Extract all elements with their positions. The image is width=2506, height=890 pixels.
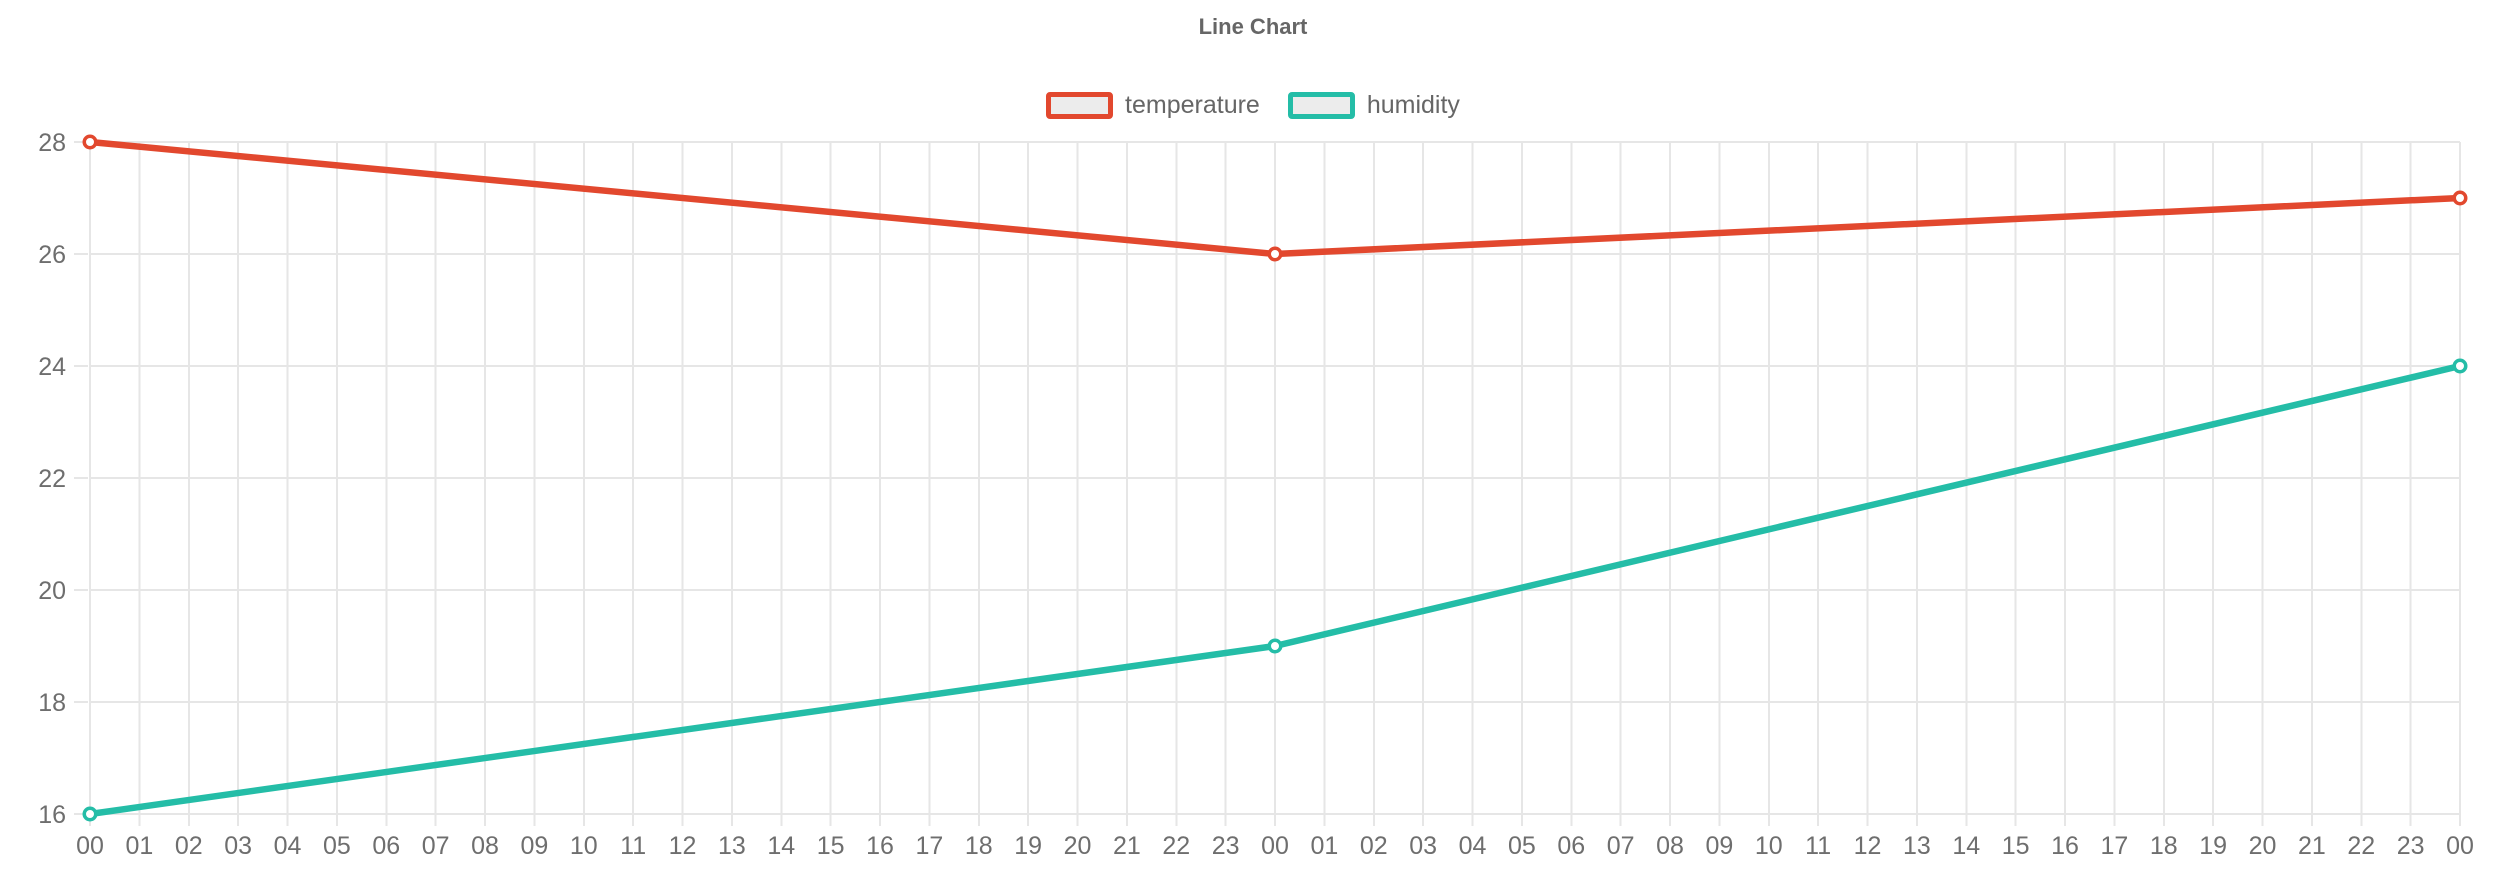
x-axis-label: 14 <box>767 832 795 860</box>
x-axis-label: 12 <box>1854 832 1882 860</box>
x-axis-label: 05 <box>323 832 351 860</box>
y-axis-label: 16 <box>38 801 66 829</box>
x-axis-label: 18 <box>2150 832 2178 860</box>
y-axis-label: 26 <box>38 241 66 269</box>
legend-swatch-humidity <box>1287 91 1355 119</box>
x-axis-label: 01 <box>125 832 153 860</box>
x-axis-label: 13 <box>718 832 746 860</box>
x-axis-label: 07 <box>422 832 450 860</box>
x-axis-label: 13 <box>1903 832 1931 860</box>
x-axis-label: 00 <box>1261 832 1289 860</box>
y-axis-label: 24 <box>38 353 66 381</box>
x-axis-label: 17 <box>915 832 943 860</box>
x-axis-label: 00 <box>76 832 104 860</box>
data-point-humidity-48[interactable] <box>2452 358 2468 374</box>
x-axis-label: 10 <box>570 832 598 860</box>
x-axis-label: 22 <box>1162 832 1190 860</box>
y-axis-label: 18 <box>38 689 66 717</box>
x-axis-label: 20 <box>2249 832 2277 860</box>
legend-item-humidity[interactable]: humidity <box>1287 90 1460 120</box>
x-axis-label: 00 <box>2446 832 2474 860</box>
y-axis-label: 28 <box>38 129 66 157</box>
x-axis-label: 21 <box>1113 832 1141 860</box>
x-axis-label: 06 <box>1557 832 1585 860</box>
x-axis-label: 03 <box>1409 832 1437 860</box>
legend-swatch-temperature <box>1046 91 1114 119</box>
x-axis-label: 15 <box>2002 832 2030 860</box>
x-axis-label: 01 <box>1310 832 1338 860</box>
x-axis-label: 17 <box>2100 832 2128 860</box>
chart-title: Line Chart <box>1198 14 1308 39</box>
x-axis-label: 11 <box>1805 832 1831 860</box>
legend-label: temperature <box>1125 91 1260 119</box>
data-point-temperature-24[interactable] <box>1267 246 1283 262</box>
x-axis-label: 04 <box>1459 832 1487 860</box>
y-axis-label: 22 <box>38 465 66 493</box>
y-axis-label: 20 <box>38 577 66 605</box>
x-axis-label: 22 <box>2347 832 2375 860</box>
x-axis-label: 23 <box>2397 832 2425 860</box>
x-axis-label: 07 <box>1607 832 1635 860</box>
chart-legend: temperature humidity <box>0 90 2506 120</box>
x-axis-label: 19 <box>1014 832 1042 860</box>
x-axis-label: 19 <box>2199 832 2227 860</box>
data-point-temperature-48[interactable] <box>2452 190 2468 206</box>
data-point-humidity-0[interactable] <box>82 806 98 822</box>
x-axis-label: 12 <box>669 832 697 860</box>
x-axis-label: 11 <box>620 832 646 860</box>
legend-label: humidity <box>1366 91 1460 119</box>
x-axis-label: 20 <box>1064 832 1092 860</box>
legend-item-temperature[interactable]: temperature <box>1046 90 1260 120</box>
x-axis-label: 02 <box>1360 832 1388 860</box>
x-axis-label: 04 <box>274 832 302 860</box>
x-axis-label: 02 <box>175 832 203 860</box>
x-axis-label: 08 <box>1656 832 1684 860</box>
x-axis-label: 09 <box>520 832 548 860</box>
x-axis-label: 18 <box>965 832 993 860</box>
x-axis-label: 23 <box>1212 832 1240 860</box>
data-point-temperature-0[interactable] <box>82 134 98 150</box>
x-axis-label: 09 <box>1705 832 1733 860</box>
x-axis-label: 16 <box>2051 832 2079 860</box>
x-axis-label: 03 <box>224 832 252 860</box>
x-axis-label: 15 <box>817 832 845 860</box>
x-axis-label: 05 <box>1508 832 1536 860</box>
data-point-humidity-24[interactable] <box>1267 638 1283 654</box>
x-axis-label: 06 <box>372 832 400 860</box>
x-axis-label: 21 <box>2298 832 2326 860</box>
x-axis-label: 08 <box>471 832 499 860</box>
x-axis-label: 16 <box>866 832 894 860</box>
x-axis-label: 10 <box>1755 832 1783 860</box>
x-axis-label: 14 <box>1952 832 1980 860</box>
